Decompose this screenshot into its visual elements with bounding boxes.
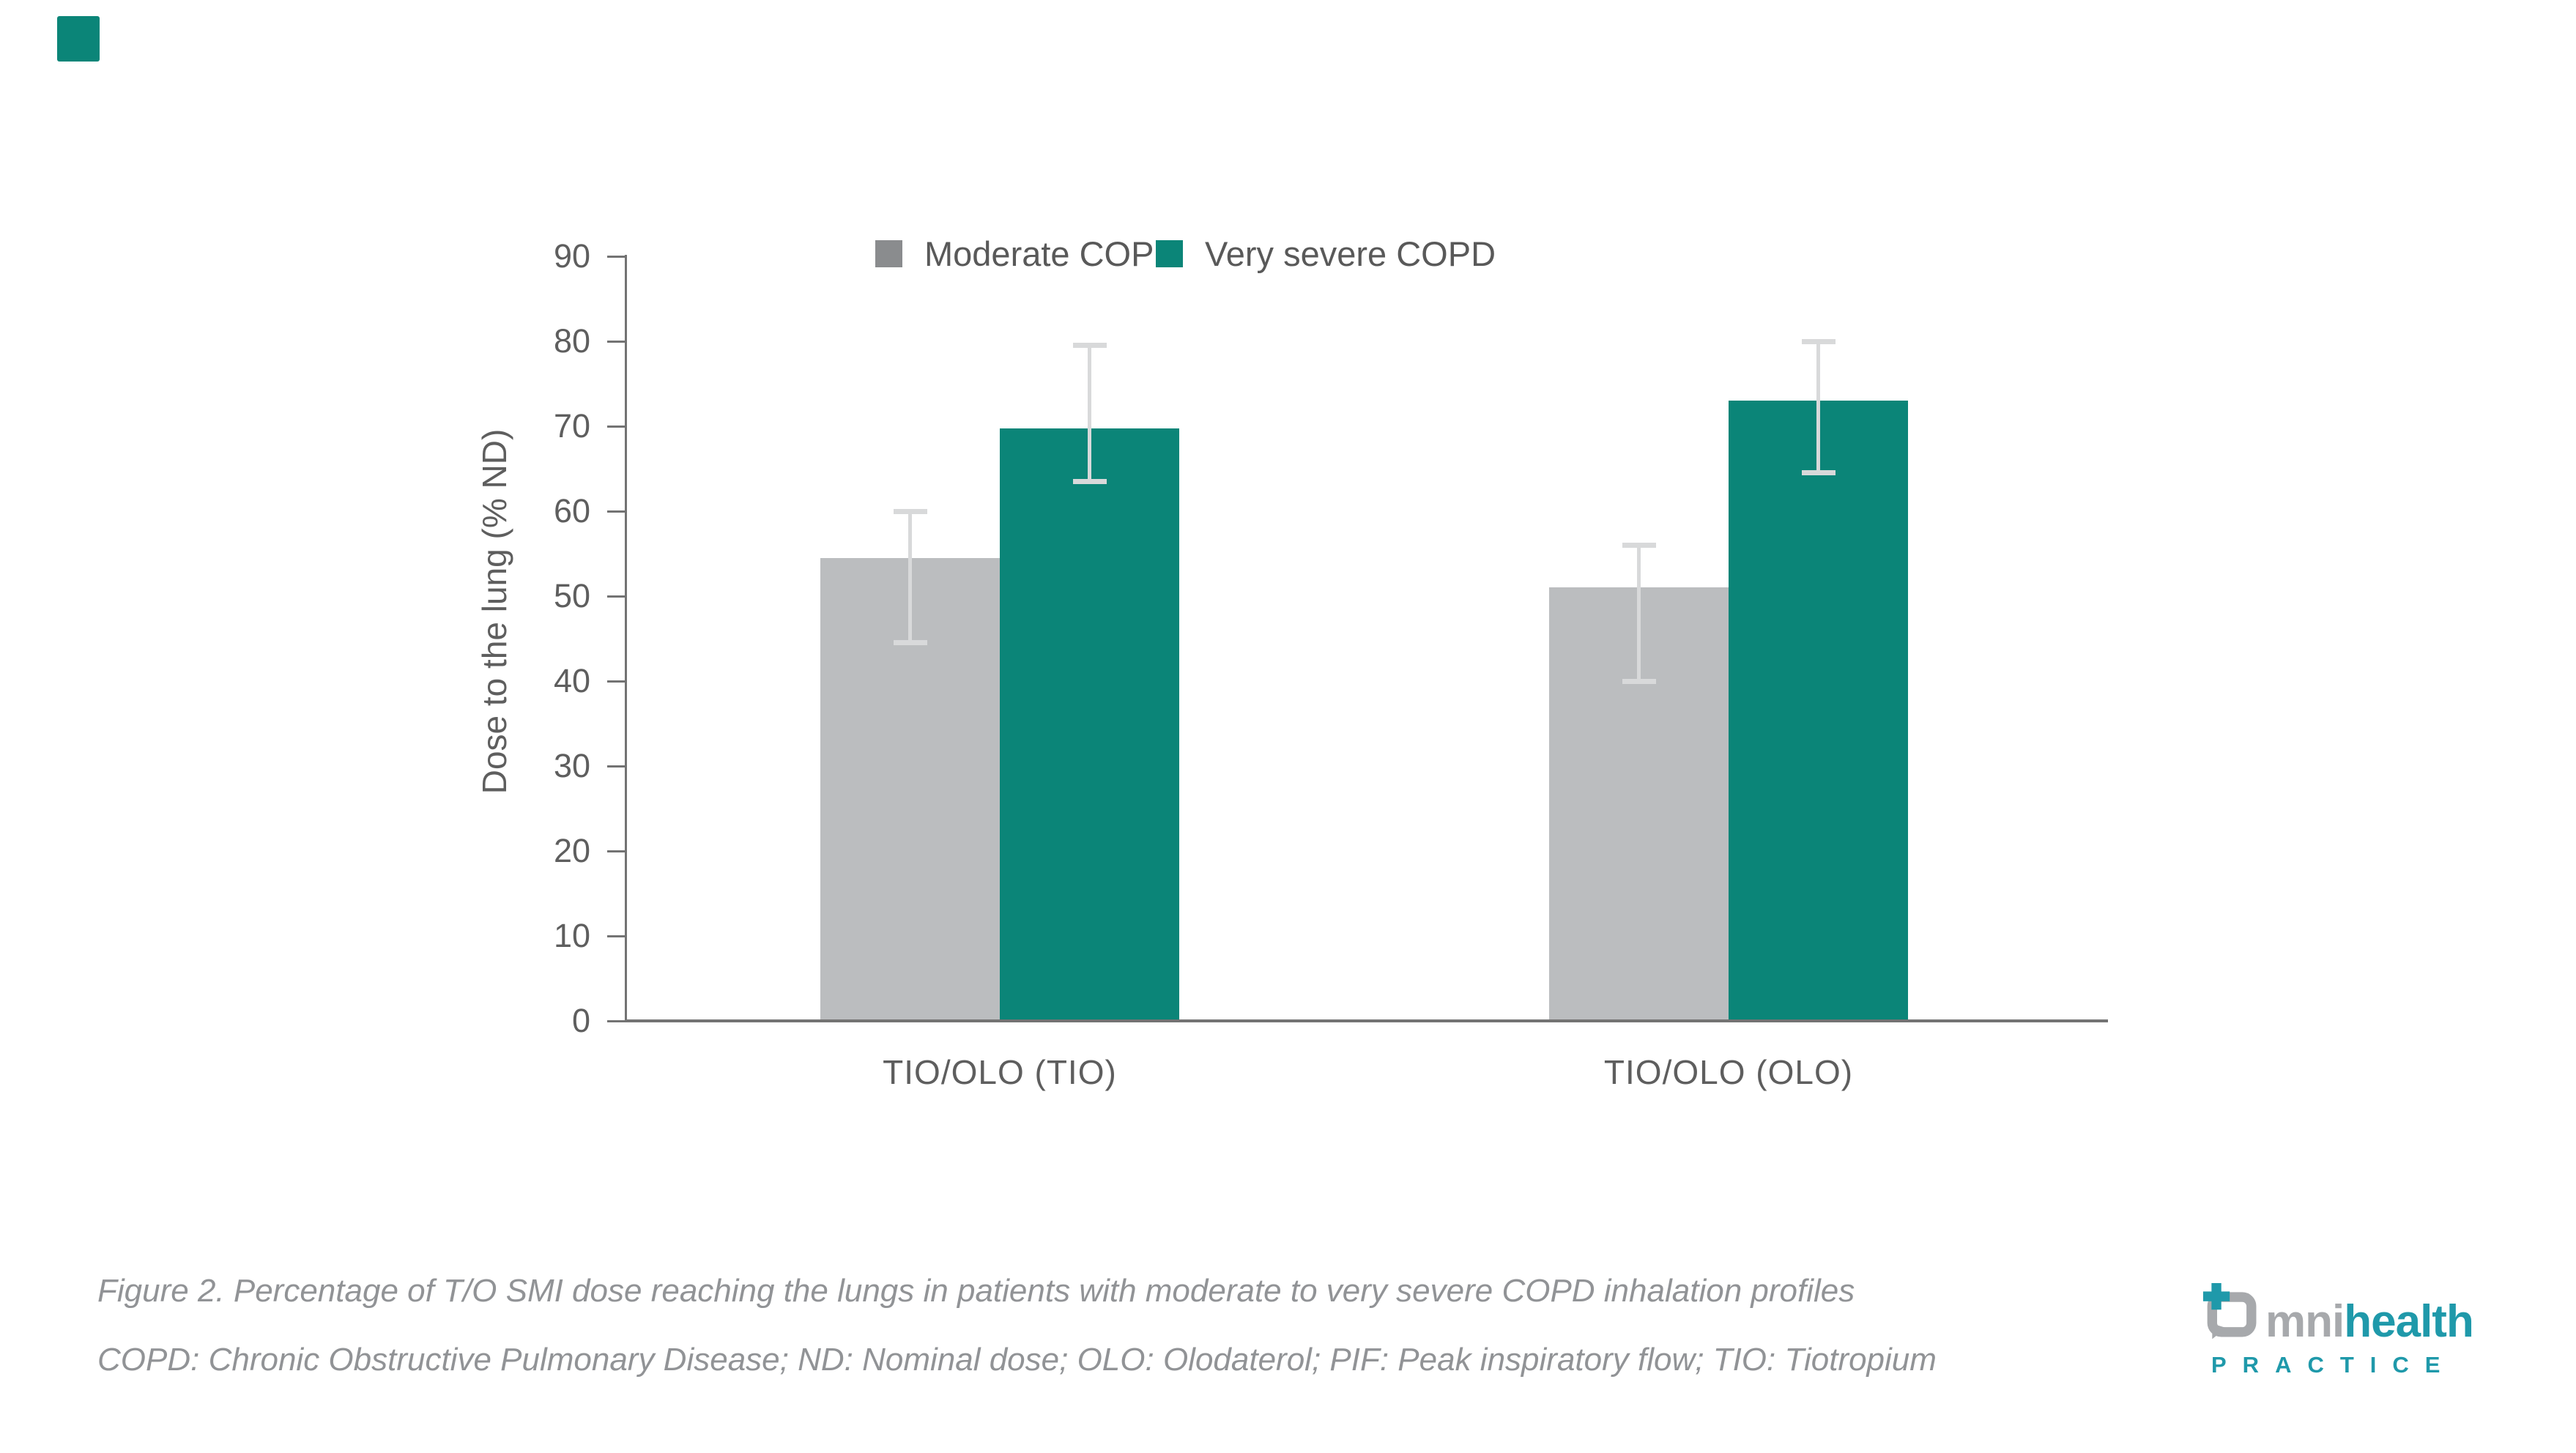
logo-bubble-o	[2207, 1292, 2257, 1337]
y-tick-60	[607, 510, 626, 513]
abbreviations-note: COPD: Chronic Obstructive Pulmonary Dise…	[97, 1342, 1937, 1378]
y-tick-label-80: 80	[553, 322, 590, 360]
error-bar-cap-high-very-severe-group2	[1801, 338, 1836, 344]
logo-wordmark: mni health	[2201, 1283, 2494, 1345]
logo-plus-icon-bar	[2202, 1291, 2230, 1301]
logo-speech-bubble-plus-icon	[2202, 1283, 2257, 1339]
y-tick-label-10: 10	[553, 917, 590, 954]
y-tick-20	[607, 850, 626, 852]
logo-subtitle-practice: PRACTICE	[2211, 1352, 2457, 1378]
y-tick-label-50: 50	[553, 577, 590, 614]
x-axis-label-group2: TIO/OLO (OLO)	[1603, 1053, 1854, 1091]
legend-swatch-moderate-copd	[875, 240, 902, 267]
y-tick-label-70: 70	[553, 407, 590, 445]
legend-label-moderate-copd: Moderate COPD	[924, 234, 1179, 273]
error-bar-line-moderate-group2	[1637, 545, 1641, 681]
y-tick-70	[607, 425, 626, 428]
bar-very-severe-group1	[1000, 428, 1179, 1019]
brand-accent-square	[57, 16, 100, 62]
y-tick-40	[607, 680, 626, 683]
error-bar-cap-low-very-severe-group2	[1801, 470, 1836, 476]
y-tick-label-0: 0	[571, 1002, 590, 1039]
legend-item-very-severe-copd: Very severe COPD	[1156, 234, 1496, 273]
y-tick-label-30: 30	[553, 747, 590, 784]
x-axis-label-group1: TIO/OLO (TIO)	[883, 1053, 1117, 1091]
y-tick-90	[607, 255, 626, 258]
error-bar-line-very-severe-group2	[1816, 341, 1820, 473]
omnihealth-logo: mni health PRACTICE	[2201, 1283, 2494, 1378]
error-bar-cap-high-very-severe-group1	[1072, 343, 1107, 349]
y-tick-30	[607, 765, 626, 768]
legend-label-very-severe-copd: Very severe COPD	[1205, 234, 1496, 273]
error-bar-cap-low-moderate-group2	[1622, 678, 1656, 684]
y-tick-label-40: 40	[553, 662, 590, 699]
bar-very-severe-group2	[1729, 401, 1908, 1019]
error-bar-cap-high-moderate-group2	[1622, 542, 1656, 548]
y-tick-label-90: 90	[553, 237, 590, 275]
y-tick-label-60: 60	[553, 492, 590, 529]
figure-caption: Figure 2. Percentage of T/O SMI dose rea…	[97, 1273, 1855, 1309]
y-tick-80	[607, 340, 626, 343]
error-bar-line-very-severe-group1	[1088, 345, 1091, 482]
error-bar-cap-low-moderate-group1	[893, 640, 927, 646]
logo-text-health: health	[2344, 1296, 2474, 1347]
y-axis-line	[625, 255, 627, 1022]
legend-item-moderate-copd: Moderate COPD	[875, 234, 1179, 273]
y-tick-50	[607, 595, 626, 598]
y-tick-0	[607, 1019, 626, 1022]
error-bar-line-moderate-group1	[908, 511, 912, 643]
y-tick-10	[607, 934, 626, 937]
y-tick-label-20: 20	[553, 832, 590, 869]
error-bar-cap-high-moderate-group1	[893, 508, 927, 514]
logo-bubble-tail	[2212, 1323, 2227, 1339]
logo-text-mni: mni	[2265, 1296, 2345, 1347]
error-bar-cap-low-very-severe-group1	[1072, 478, 1107, 484]
legend-swatch-very-severe-copd	[1156, 240, 1183, 267]
x-axis-line	[625, 1019, 2108, 1022]
